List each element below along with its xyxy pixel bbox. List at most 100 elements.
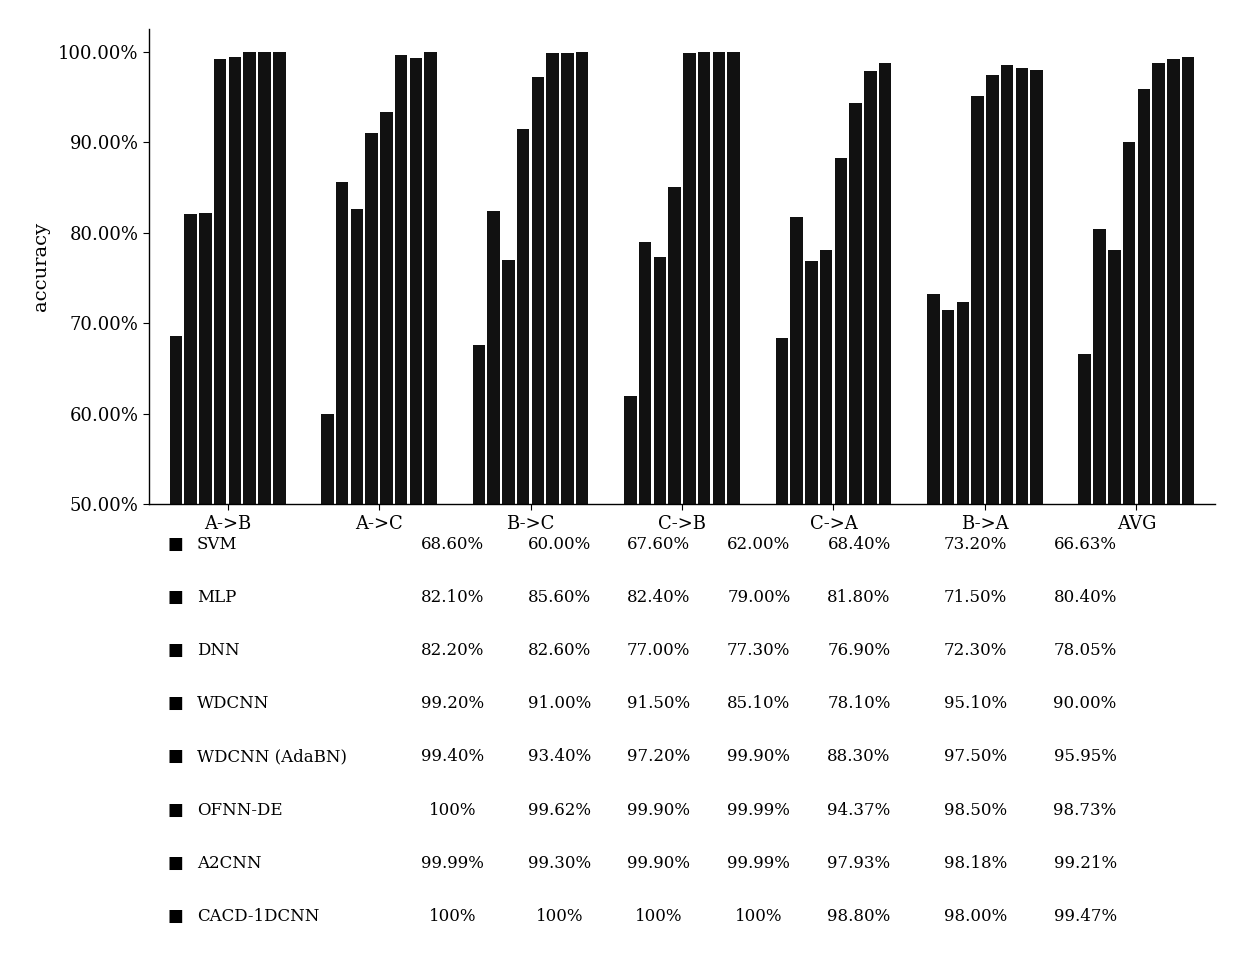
Bar [258,52,270,505]
Bar [409,59,423,505]
Text: 79.00%: 79.00% [727,589,790,606]
Bar [1137,89,1149,505]
Text: CACD-1DCNN: CACD-1DCNN [197,908,319,925]
Bar [185,214,197,505]
Bar [381,111,393,505]
Text: 97.20%: 97.20% [627,749,691,765]
Bar [424,52,436,505]
Text: 99.40%: 99.40% [422,749,485,765]
Text: 99.99%: 99.99% [728,801,790,819]
Bar [971,97,983,505]
Text: 82.20%: 82.20% [422,642,485,659]
Text: 80.40%: 80.40% [1054,589,1117,606]
Bar [487,211,500,505]
Bar [1016,68,1028,505]
Text: 100%: 100% [536,908,583,925]
Bar [1167,59,1179,505]
Bar [243,52,255,505]
Bar [956,303,970,505]
Text: 98.73%: 98.73% [1054,801,1117,819]
Bar [1001,65,1013,505]
Bar [986,74,998,505]
Bar [170,336,182,505]
Text: 85.60%: 85.60% [528,589,591,606]
Text: 90.00%: 90.00% [1054,695,1117,712]
Text: 100%: 100% [429,908,476,925]
Bar [1109,251,1121,505]
Text: 97.50%: 97.50% [944,749,1007,765]
Text: 62.00%: 62.00% [727,536,790,552]
Text: ■: ■ [167,589,184,606]
Text: 68.60%: 68.60% [422,536,485,552]
Text: 97.93%: 97.93% [827,855,890,872]
Bar [321,414,334,505]
Bar [1152,63,1164,505]
Bar [472,345,485,505]
Text: 99.62%: 99.62% [528,801,591,819]
Text: 99.21%: 99.21% [1054,855,1117,872]
Bar [1182,57,1194,505]
Bar [805,261,817,505]
Text: 78.05%: 78.05% [1054,642,1117,659]
Bar [1030,70,1043,505]
Text: 99.47%: 99.47% [1054,908,1117,925]
Text: 98.18%: 98.18% [944,855,1007,872]
Text: ■: ■ [167,908,184,925]
Text: 78.10%: 78.10% [827,695,890,712]
Bar [941,309,955,505]
Text: MLP: MLP [197,589,236,606]
Text: 100%: 100% [635,908,682,925]
Text: 66.63%: 66.63% [1054,536,1116,552]
Text: 99.30%: 99.30% [528,855,591,872]
Bar [624,395,636,505]
Bar [351,209,363,505]
Bar [366,134,378,505]
Bar [668,186,681,505]
Bar [835,158,847,505]
Bar [790,217,802,505]
Text: WDCNN: WDCNN [197,695,269,712]
Bar [775,338,789,505]
Text: 99.20%: 99.20% [422,695,485,712]
Text: 88.30%: 88.30% [827,749,890,765]
Text: 67.60%: 67.60% [627,536,691,552]
Text: SVM: SVM [197,536,237,552]
Text: 81.80%: 81.80% [827,589,890,606]
Text: 94.37%: 94.37% [827,801,890,819]
Text: 73.20%: 73.20% [944,536,1007,552]
Bar [713,52,725,505]
Text: ■: ■ [167,855,184,872]
Bar [502,260,515,505]
Text: 60.00%: 60.00% [528,536,591,552]
Text: 99.90%: 99.90% [627,855,689,872]
Text: 98.80%: 98.80% [827,908,890,925]
Text: 98.00%: 98.00% [944,908,1007,925]
Text: 82.40%: 82.40% [627,589,691,606]
Text: 77.30%: 77.30% [727,642,790,659]
Text: 82.10%: 82.10% [422,589,485,606]
Text: 99.99%: 99.99% [728,855,790,872]
Text: 100%: 100% [735,908,782,925]
Text: WDCNN (AdaBN): WDCNN (AdaBN) [197,749,347,765]
Bar [820,250,832,505]
Text: 72.30%: 72.30% [944,642,1007,659]
Bar [1079,353,1091,505]
Text: 76.90%: 76.90% [827,642,890,659]
Bar [928,295,940,505]
Bar [336,183,348,505]
Bar [228,58,242,505]
Bar [517,129,529,505]
Text: 91.00%: 91.00% [528,695,591,712]
Text: 95.95%: 95.95% [1054,749,1116,765]
Text: 93.40%: 93.40% [528,749,591,765]
Text: 99.90%: 99.90% [627,801,689,819]
Bar [547,53,559,505]
Text: 85.10%: 85.10% [727,695,790,712]
Bar [200,213,212,505]
Text: 98.50%: 98.50% [944,801,1007,819]
Text: A2CNN: A2CNN [197,855,262,872]
Bar [683,53,696,505]
Bar [394,56,408,505]
Bar [1094,229,1106,505]
Bar [698,52,711,505]
